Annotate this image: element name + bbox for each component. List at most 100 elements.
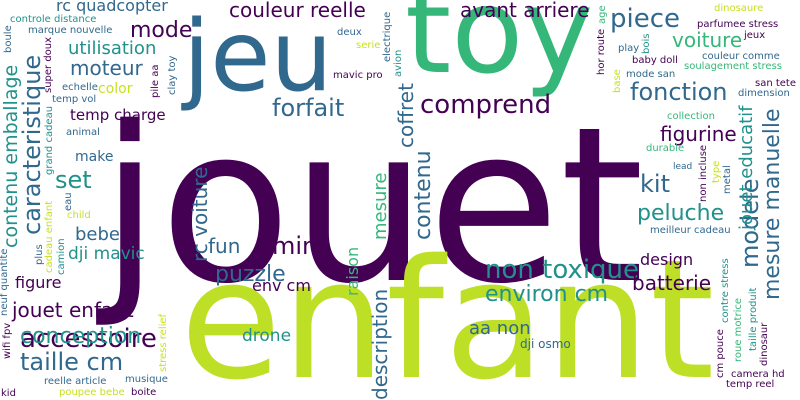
word-voiture: voiture [672, 28, 743, 52]
word-utilisation: utilisation [68, 38, 157, 59]
word-poupee-bebe: poupee bebe [59, 387, 125, 398]
word-clay-toy: clay toy [167, 55, 178, 95]
word-dinosaure: dinosaure [714, 3, 764, 14]
word-aa-non: aa non [469, 318, 531, 339]
word-camion: camion [56, 238, 67, 275]
word-set: set [55, 166, 92, 194]
word-collection: collection [667, 111, 715, 122]
word-stress-relief: stress relief [158, 313, 169, 372]
word-echelle: echelle [62, 82, 98, 93]
word-dji-mavic: dji mavic [68, 244, 145, 264]
word-animal: animal [66, 127, 100, 138]
word-contenu-emballage: contenu emballage [0, 64, 22, 248]
word-mesure: mesure [370, 172, 391, 240]
word-dji-osmo: dji osmo [520, 337, 571, 351]
word-kit: kit [640, 170, 670, 198]
word-caracteristique: caracteristique [18, 54, 46, 235]
word-non-toxique: non toxique [485, 255, 640, 285]
word-moteur: moteur [70, 56, 143, 80]
word-neuf-quantite: neuf quantite [0, 248, 10, 316]
word-camera-hd: camera hd [731, 369, 785, 380]
word-jeux: jeux [744, 30, 766, 41]
word-metal: metal [722, 165, 733, 194]
word-avion: avion [393, 49, 404, 77]
word-eau: eau [63, 192, 74, 211]
word-couleur-reelle: couleur reelle [229, 0, 366, 22]
word-figurine: figurine [660, 122, 737, 146]
word-toy: toy [405, 0, 594, 100]
word-env-cm: env cm [252, 276, 311, 295]
word-mini: mini [272, 232, 324, 260]
word-marque-nouvelle: marque nouvelle [28, 25, 113, 36]
word-super-doux: super doux [43, 36, 54, 93]
word-puzzle: puzzle [215, 262, 286, 287]
word-fun: fun [208, 234, 241, 258]
word-make: make [75, 149, 114, 165]
word-san-tete: san tete [755, 78, 797, 89]
word-meilleur-cadeau: meilleur cadeau [650, 225, 731, 236]
word-baby-doll: baby doll [632, 55, 678, 66]
word-mavic-pro: mavic pro [333, 70, 383, 81]
word-electrique: electrique [382, 11, 393, 62]
word-design: design [640, 250, 694, 269]
word-enfant: enfant [180, 224, 715, 400]
word-taille-cm: taille cm [20, 348, 124, 376]
word-raison: raison [343, 246, 362, 296]
word-hor-route: hor route [596, 28, 607, 75]
word-conception: conception [20, 324, 142, 349]
word-fonction: fonction [630, 78, 728, 106]
word-jouet: jouet [100, 80, 645, 331]
word-dinosaur: dinosaur [759, 322, 770, 366]
word-durable: durable [646, 143, 685, 154]
word-child: child [67, 210, 91, 221]
word-drone: drone [242, 326, 292, 346]
word-description: description [368, 288, 392, 400]
word-parfumee-stress: parfumee stress [697, 19, 779, 30]
word-plus: plus [34, 244, 45, 265]
word-peluche: peluche [637, 201, 725, 226]
word-mode-san: mode san [626, 69, 676, 80]
word-rc-quadcopter: rc quadcopter [56, 0, 168, 15]
word-jouet-enfant: jouet enfant [12, 298, 134, 322]
word-cadeau-enfant: cadeau enfant [44, 200, 55, 273]
word-boule: boule [3, 25, 14, 53]
word-contenu: contenu [411, 150, 436, 240]
word-comprend: comprend [420, 90, 552, 120]
word-serie: serie [356, 40, 381, 51]
word-kid: kid [1, 388, 16, 399]
word-base: base [612, 69, 623, 93]
word-batterie: batterie [632, 271, 712, 295]
word-environ-cm: environ cm [485, 282, 609, 307]
word-dimension: dimension [738, 88, 790, 99]
word-age: age [597, 5, 608, 24]
word-piece: piece [610, 4, 681, 34]
word-forfait: forfait [272, 94, 345, 122]
word-temp-vol: temp vol [52, 94, 97, 105]
word-rc-voiture: rc voiture [188, 166, 212, 262]
word-reelle-article: reelle article [44, 376, 107, 387]
word-mode: mode [130, 18, 193, 43]
word-boite: boite [131, 387, 157, 398]
word-roue-motrice: roue motrice [733, 298, 744, 362]
word-taille-produit: taille produit [748, 287, 759, 351]
word-mesure-manuelle: mesure manuelle [760, 108, 785, 300]
word-bois: bois [641, 33, 652, 54]
word-lead: lead [673, 162, 693, 172]
word-non-incluse: non incluse [698, 144, 709, 202]
word-accessoire: accessoire [20, 324, 157, 354]
word-jouet-educatif: jouet educatif [736, 105, 757, 230]
word-play: play [618, 43, 640, 54]
word-contre-stress: contre stress [720, 258, 731, 323]
word-figure: figure [15, 273, 62, 292]
word-deux: deux [337, 27, 362, 38]
word-wifi-fpv: wifi fpv [2, 322, 13, 359]
word-soulagement-stress: soulagement stress [684, 61, 782, 72]
word-color: color [98, 81, 133, 97]
word-controle-distance: controle distance [10, 14, 97, 25]
word-jeu: jeu [183, 0, 333, 114]
word-cm-pouce: cm pouce [715, 329, 726, 378]
word-bebe: bebe [75, 224, 120, 245]
word-coffret: coffret [394, 83, 418, 148]
word-grand-cadeau: grand cadeau [44, 105, 55, 175]
